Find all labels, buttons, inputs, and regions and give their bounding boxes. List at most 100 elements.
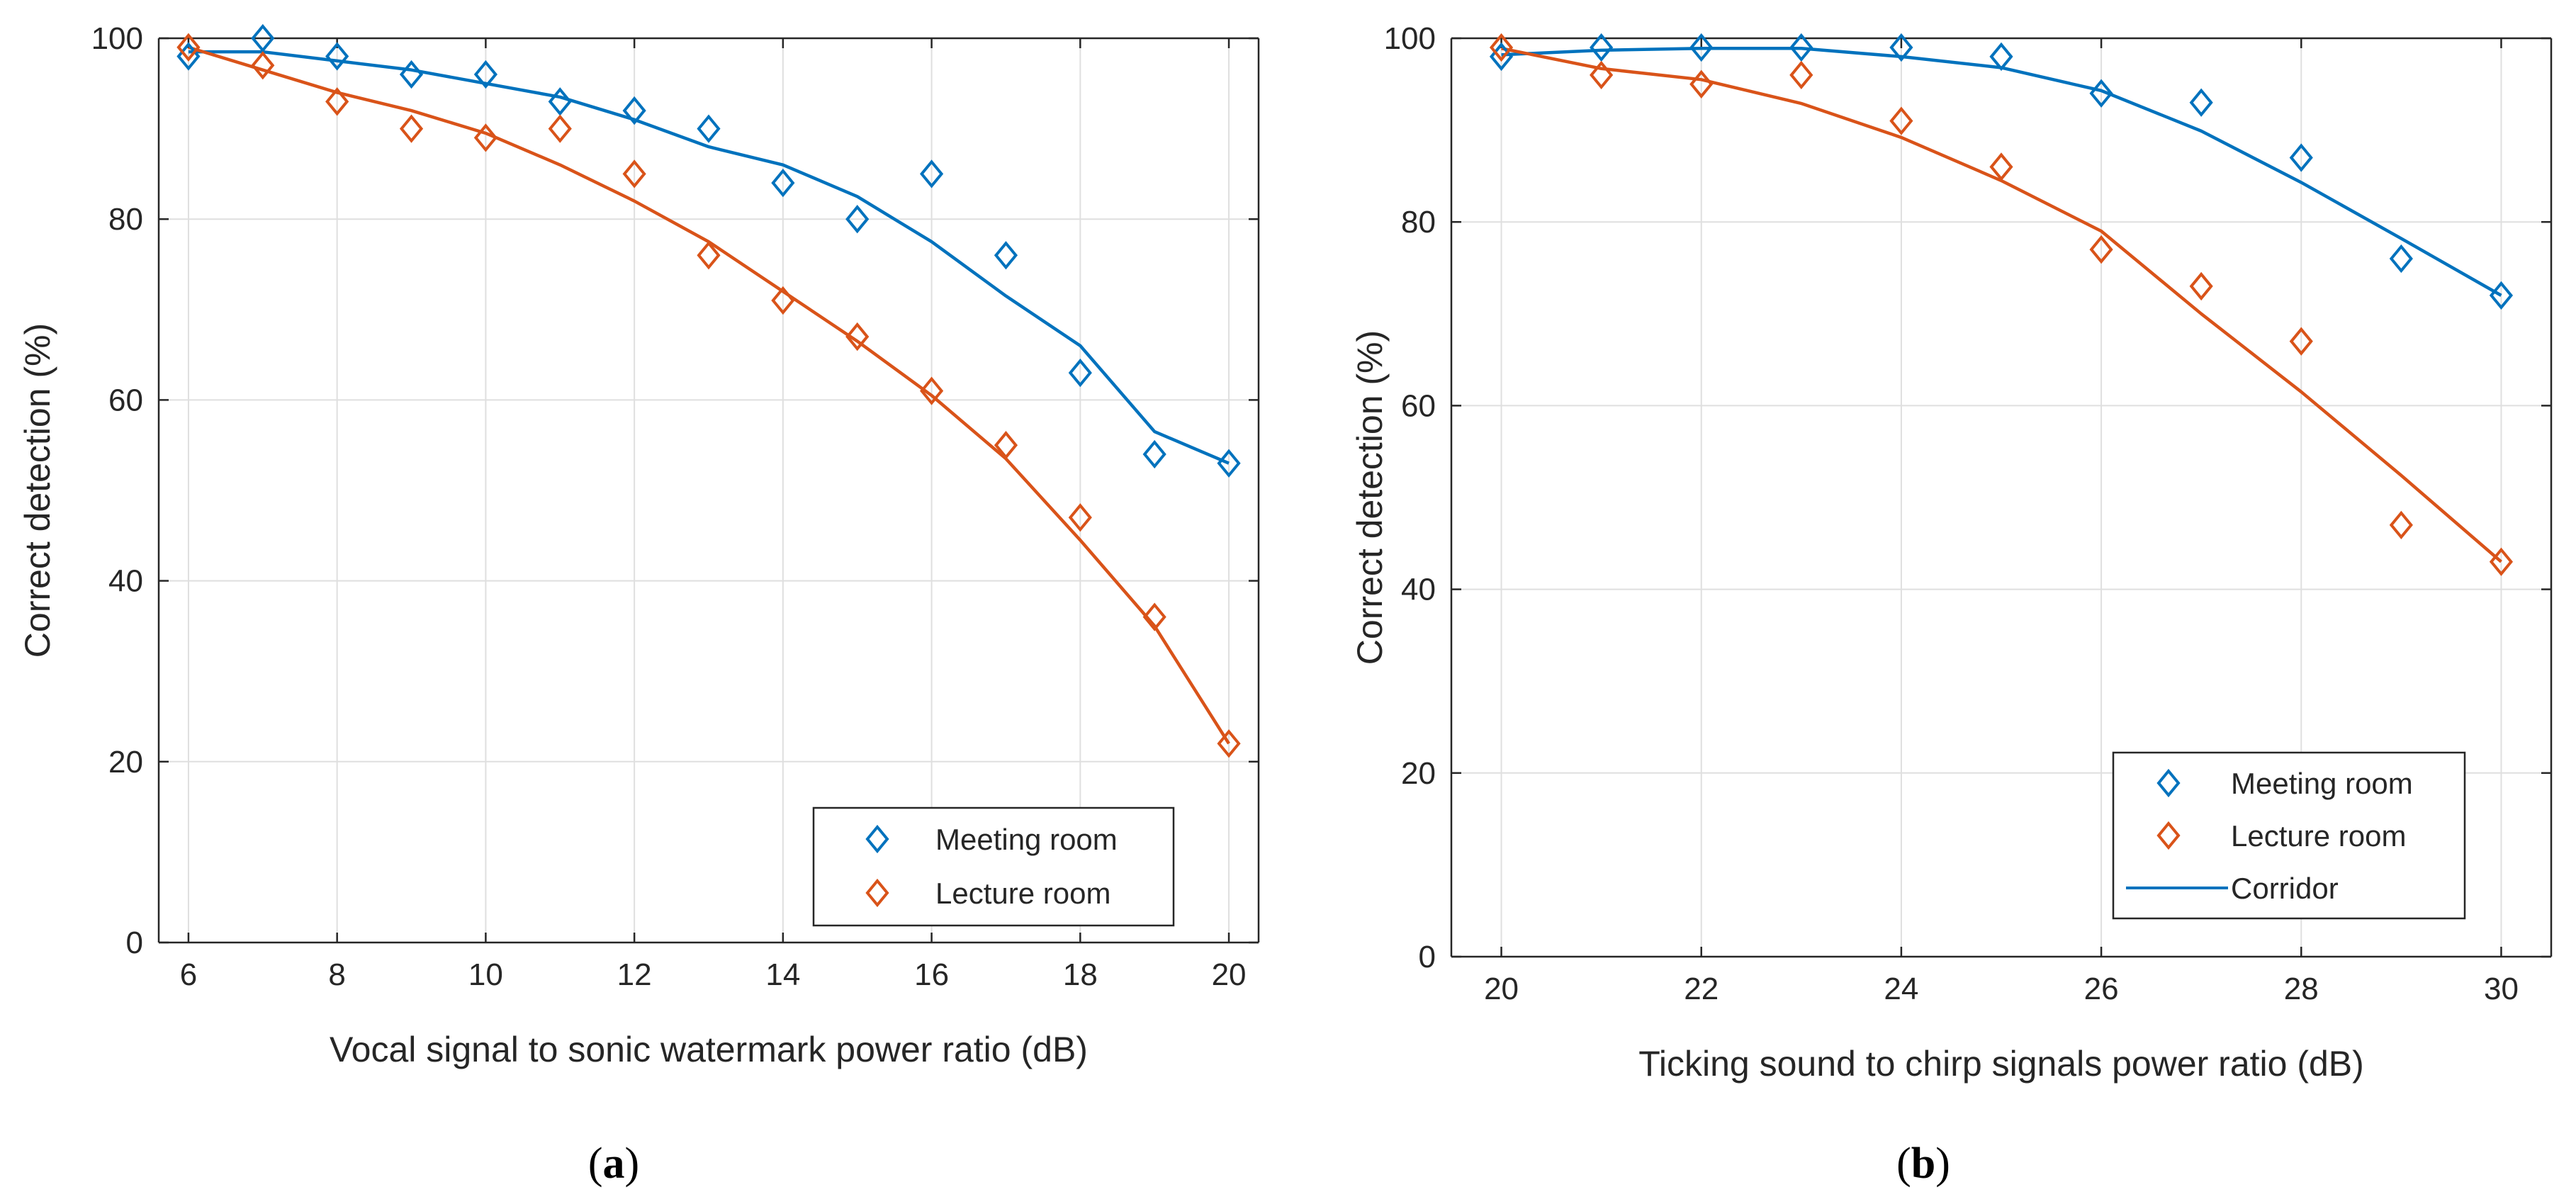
panel-b-label-close: ) bbox=[1935, 1140, 1950, 1188]
panel-b-marker-lecture-room-25 bbox=[1989, 152, 2013, 181]
panel-b-label: (b) bbox=[1896, 1140, 1950, 1188]
panel-a-axes-frame bbox=[157, 37, 1260, 944]
panel-b-marker-lecture-room-29 bbox=[2389, 510, 2413, 540]
panel-a-x-tick-label-18: 18 bbox=[1063, 957, 1098, 992]
panel-a-y-tick-label-20: 20 bbox=[108, 745, 143, 780]
panel-b-y-tick-label-60: 60 bbox=[1401, 388, 1436, 423]
panel-b-legend: Meeting room Lecture room Corridor bbox=[2112, 751, 2466, 920]
panel-a-y-tick-label-40: 40 bbox=[108, 564, 143, 599]
panel-a-markers bbox=[176, 23, 1241, 758]
panel-a-x-tick-label-16: 16 bbox=[914, 957, 949, 992]
panel-a-x-tick-label-20: 20 bbox=[1212, 957, 1247, 992]
panel-b-legend-marker-lecture-room bbox=[2156, 821, 2181, 850]
panel-a-marker-meeting-room-16 bbox=[919, 159, 944, 189]
panel-a-marker-meeting-room-13 bbox=[697, 114, 721, 143]
panel-b-ticks: 20 22 24 26 28 30 0 20 40 60 80 100 bbox=[1384, 21, 2551, 1006]
panel-b-x-tick-label-28: 28 bbox=[2284, 972, 2319, 1006]
panel-a-marker-lecture-room-6 bbox=[176, 33, 201, 62]
panel-a-marker-lecture-room-15 bbox=[845, 322, 870, 351]
panel-b-marker-lecture-room-26 bbox=[2089, 235, 2113, 264]
panel-b-marker-lecture-room-28 bbox=[2289, 327, 2313, 356]
panel-b-x-tick-label-20: 20 bbox=[1484, 972, 1519, 1006]
panel-b-marker-lecture-room-23 bbox=[1789, 60, 1813, 89]
panel-a-marker-lecture-room-19 bbox=[1142, 602, 1166, 631]
panel-b-x-tick-label-26: 26 bbox=[2084, 972, 2119, 1006]
panel-a-marker-meeting-room-19 bbox=[1142, 439, 1166, 469]
panel-a-chart: 6 8 10 12 14 16 18 20 0 20 40 60 80 100 Vocal signal … bbox=[18, 21, 1260, 1188]
panel-a-x-tick-label-8: 8 bbox=[328, 957, 345, 992]
panel-b-legend-marker-meeting-room bbox=[2156, 768, 2181, 798]
panel-a-marker-lecture-room-8 bbox=[325, 87, 349, 116]
panel-b-y-tick-label-100: 100 bbox=[1384, 21, 1436, 56]
panel-a-label: (a) bbox=[588, 1140, 639, 1188]
panel-a-marker-lecture-room-20 bbox=[1217, 729, 1241, 758]
panel-b-y-tick-label-40: 40 bbox=[1401, 573, 1436, 607]
panel-b-y-tick-label-80: 80 bbox=[1401, 205, 1436, 240]
panel-b-legend-box bbox=[2112, 751, 2466, 920]
panel-a-marker-lecture-room-12 bbox=[622, 159, 646, 189]
panel-b-marker-meeting-room-27 bbox=[2189, 88, 2213, 117]
panel-a-x-tick-label-14: 14 bbox=[765, 957, 800, 992]
panel-b-marker-meeting-room-25 bbox=[1989, 42, 2013, 72]
panel-b-x-tick-label-30: 30 bbox=[2484, 972, 2519, 1006]
panel-a-marker-meeting-room-18 bbox=[1068, 358, 1092, 388]
panel-b-marker-meeting-room-21 bbox=[1590, 33, 1614, 62]
panel-b-marker-lecture-room-27 bbox=[2189, 271, 2213, 301]
panel-b-marker-meeting-room-30 bbox=[2489, 281, 2514, 310]
panel-a-y-tick-label-80: 80 bbox=[108, 202, 143, 237]
panel-a-x-tick-label-12: 12 bbox=[617, 957, 652, 992]
panel-b-legend-label-corridor: Corridor bbox=[2231, 872, 2339, 905]
panel-b-x-tick-label-22: 22 bbox=[1684, 972, 1719, 1006]
panel-a-ticks: 6 8 10 12 14 16 18 20 0 20 40 60 80 100 bbox=[91, 21, 1259, 992]
panel-a-marker-meeting-room-10 bbox=[473, 60, 497, 89]
panel-a-marker-meeting-room-15 bbox=[845, 205, 870, 234]
panel-a-marker-meeting-room-12 bbox=[622, 96, 646, 125]
panel-b-y-tick-label-0: 0 bbox=[1419, 940, 1436, 974]
panel-b-marker-meeting-room-28 bbox=[2289, 143, 2313, 172]
panel-a-marker-meeting-room-8 bbox=[325, 42, 349, 71]
panel-b-marker-lecture-room-20 bbox=[1489, 33, 1514, 62]
panel-a-marker-meeting-room-11 bbox=[548, 87, 572, 116]
panel-b-label-open: ( bbox=[1896, 1140, 1911, 1188]
panel-b-marker-meeting-room-22 bbox=[1689, 33, 1714, 62]
panel-a-fit-line-meeting-room bbox=[188, 50, 1230, 465]
panel-a-marker-meeting-room-7 bbox=[251, 23, 275, 53]
panel-b-marker-meeting-room-29 bbox=[2389, 244, 2413, 274]
panel-a-marker-meeting-room-20 bbox=[1217, 449, 1241, 478]
panel-a-x-tick-label-10: 10 bbox=[468, 957, 503, 992]
panel-a-marker-lecture-room-14 bbox=[771, 286, 795, 315]
panel-a-legend-marker-lecture-room bbox=[865, 878, 889, 908]
panel-b-marker-lecture-room-30 bbox=[2489, 547, 2514, 576]
panel-a-label-close: ) bbox=[625, 1140, 640, 1188]
panel-a-marker-meeting-room-17 bbox=[994, 241, 1018, 270]
panel-a-y-tick-label-100: 100 bbox=[91, 21, 143, 56]
panel-b-legend-label-meeting-room: Meeting room bbox=[2231, 767, 2413, 800]
panel-a-marker-lecture-room-13 bbox=[697, 241, 721, 270]
panel-a-marker-meeting-room-14 bbox=[771, 169, 795, 198]
panel-b-x-axis-label: Ticking sound to chirp signals power rat… bbox=[1638, 1044, 2364, 1084]
panel-b-x-tick-label-24: 24 bbox=[1884, 972, 1918, 1006]
panel-a-plot-area bbox=[159, 38, 1259, 943]
panel-a-x-axis-label: Vocal signal to sonic watermark power ra… bbox=[330, 1030, 1088, 1069]
panel-a-marker-lecture-room-18 bbox=[1068, 503, 1092, 532]
panel-b-y-axis-label: Correct detection (%) bbox=[1350, 330, 1390, 665]
panel-a-label-letter: a bbox=[603, 1140, 625, 1188]
panel-a-y-tick-label-0: 0 bbox=[126, 925, 143, 960]
panel-b-marker-meeting-room-24 bbox=[1889, 33, 1913, 62]
panel-a-marker-lecture-room-11 bbox=[548, 114, 572, 143]
panel-a-marker-lecture-room-17 bbox=[994, 431, 1018, 460]
panel-a-marker-lecture-room-10 bbox=[473, 123, 497, 152]
panel-a-marker-meeting-room-9 bbox=[399, 60, 424, 89]
panel-b-chart: 20 22 24 26 28 30 0 20 40 60 80 100 Ticking sound t… bbox=[1350, 21, 2553, 1188]
panel-a-legend-marker-meeting-room bbox=[865, 824, 889, 854]
panel-b-marker-meeting-room-26 bbox=[2089, 79, 2113, 108]
panel-b-marker-meeting-room-23 bbox=[1789, 33, 1813, 62]
panel-b-marker-lecture-room-21 bbox=[1590, 60, 1614, 89]
panel-b-marker-lecture-room-24 bbox=[1889, 106, 1913, 135]
panel-a-marker-lecture-room-16 bbox=[919, 376, 944, 405]
panel-a-y-axis-label: Correct detection (%) bbox=[18, 323, 57, 658]
panel-a-legend: Meeting room Lecture room bbox=[812, 806, 1175, 927]
panel-a-legend-label-meeting-room: Meeting room bbox=[935, 823, 1118, 856]
panel-a-y-tick-label-60: 60 bbox=[108, 383, 143, 417]
